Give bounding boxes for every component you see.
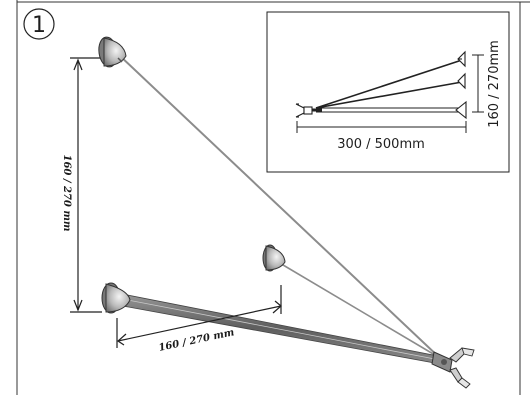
inset-panel: 300 / 500mm 160 / 270mm: [266, 11, 510, 173]
inset-hub: [295, 103, 313, 118]
step-number: 1: [32, 13, 46, 38]
horizontal-dimension-line: [116, 285, 282, 348]
vertical-dimension-line: [70, 57, 102, 313]
page-frame: [16, 0, 530, 395]
inset-horizontal-dimension-line: [296, 121, 467, 133]
hub-clamp: [431, 347, 475, 389]
wire-middle: [277, 261, 441, 359]
inset-cup-bottom: [455, 100, 467, 120]
wire-top: [117, 53, 443, 361]
step-number-badge: 1: [23, 8, 55, 40]
inset-vertical-dimension-line: [472, 54, 484, 113]
inset-cup-middle: [457, 72, 466, 90]
inset-vertical-dimension-label: 160 / 270mm: [487, 40, 502, 128]
horizontal-dimension-label: 160 / 270 mm: [158, 327, 236, 354]
cup-middle-right: [262, 244, 286, 272]
vertical-dimension-label: 160 / 270 mm: [61, 154, 72, 231]
wires: [117, 53, 443, 361]
cup-top-left: [98, 36, 127, 68]
inset-cup-top: [457, 50, 466, 68]
main-drawing: 160 / 270 mm 160 / 270 mm: [61, 36, 475, 389]
inset-horizontal-dimension-label: 300 / 500mm: [337, 137, 425, 152]
cup-bottom-left: [101, 282, 131, 314]
